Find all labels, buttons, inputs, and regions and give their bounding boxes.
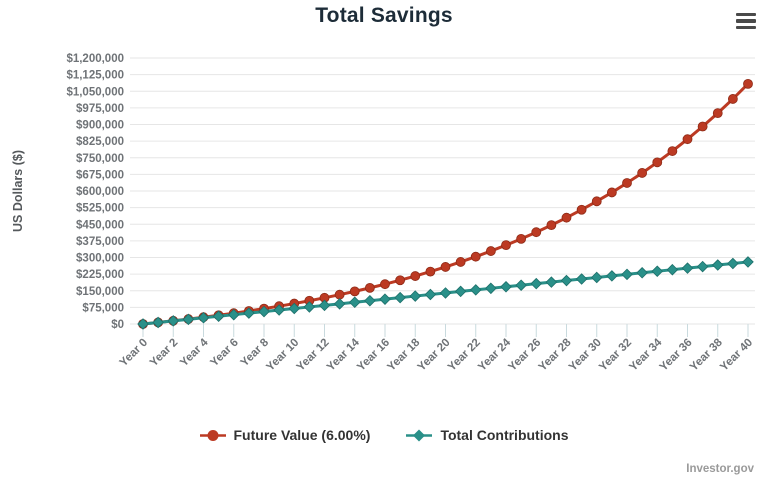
svg-text:$0: $0 xyxy=(111,319,124,331)
x-axis-ticks xyxy=(142,324,749,337)
chart-title: Total Savings xyxy=(315,4,453,27)
svg-text:Year 40: Year 40 xyxy=(718,337,755,374)
svg-text:Year 16: Year 16 xyxy=(355,337,392,374)
legend-label-total-contributions: Total Contributions xyxy=(440,427,569,443)
y-axis-labels: $0 $75,000 $150,000 $225,000 $300,000 $375,00… xyxy=(66,53,124,331)
svg-text:Year 0: Year 0 xyxy=(118,337,150,369)
svg-text:$150,000: $150,000 xyxy=(76,286,124,298)
svg-text:Year 10: Year 10 xyxy=(264,337,301,374)
legend-item-total-contributions[interactable]: Total Contributions xyxy=(406,427,569,443)
legend-item-future-value[interactable]: Future Value (6.00%) xyxy=(199,427,371,443)
svg-text:$1,050,000: $1,050,000 xyxy=(66,86,124,98)
hamburger-icon xyxy=(736,12,756,30)
svg-text:$225,000: $225,000 xyxy=(76,269,124,281)
svg-text:$750,000: $750,000 xyxy=(76,153,124,165)
investor-gov-watermark: Investor.gov xyxy=(686,463,754,475)
svg-text:$675,000: $675,000 xyxy=(76,169,124,181)
total-contributions-marker-icon xyxy=(406,429,433,441)
svg-text:$375,000: $375,000 xyxy=(76,236,124,248)
gridlines xyxy=(130,57,755,325)
future-value-marker-icon xyxy=(199,429,226,441)
chart-legend: Future Value (6.00%) Total Contributions xyxy=(0,427,768,443)
svg-text:Year 36: Year 36 xyxy=(658,337,695,374)
svg-text:Year 6: Year 6 xyxy=(208,337,240,369)
svg-text:Year 30: Year 30 xyxy=(567,337,604,374)
svg-text:Year 32: Year 32 xyxy=(597,337,634,374)
legend-label-future-value: Future Value (6.00%) xyxy=(233,427,371,443)
chart-export-menu-button[interactable] xyxy=(732,9,760,33)
svg-text:$900,000: $900,000 xyxy=(76,120,124,132)
svg-text:$825,000: $825,000 xyxy=(76,136,124,148)
svg-text:$1,200,000: $1,200,000 xyxy=(66,53,124,65)
series-future-value xyxy=(138,78,753,329)
svg-text:Year 26: Year 26 xyxy=(506,337,543,374)
svg-text:$75,000: $75,000 xyxy=(82,302,124,314)
svg-text:Year 20: Year 20 xyxy=(416,337,453,374)
svg-text:Year 4: Year 4 xyxy=(178,336,211,369)
svg-text:$300,000: $300,000 xyxy=(76,253,124,265)
y-axis-title: US Dollars ($) xyxy=(11,150,25,232)
svg-text:$450,000: $450,000 xyxy=(76,219,124,231)
svg-text:$600,000: $600,000 xyxy=(76,186,124,198)
svg-text:$975,000: $975,000 xyxy=(76,103,124,115)
svg-text:Year 12: Year 12 xyxy=(295,337,332,374)
total-savings-line-chart: $0 $75,000 $150,000 $225,000 $300,000 $375,00… xyxy=(11,53,755,374)
svg-text:$1,125,000: $1,125,000 xyxy=(66,70,124,82)
svg-text:Year 2: Year 2 xyxy=(148,337,180,369)
svg-text:Year 22: Year 22 xyxy=(446,337,483,374)
svg-text:$525,000: $525,000 xyxy=(76,203,124,215)
series-total-contributions xyxy=(137,256,754,330)
